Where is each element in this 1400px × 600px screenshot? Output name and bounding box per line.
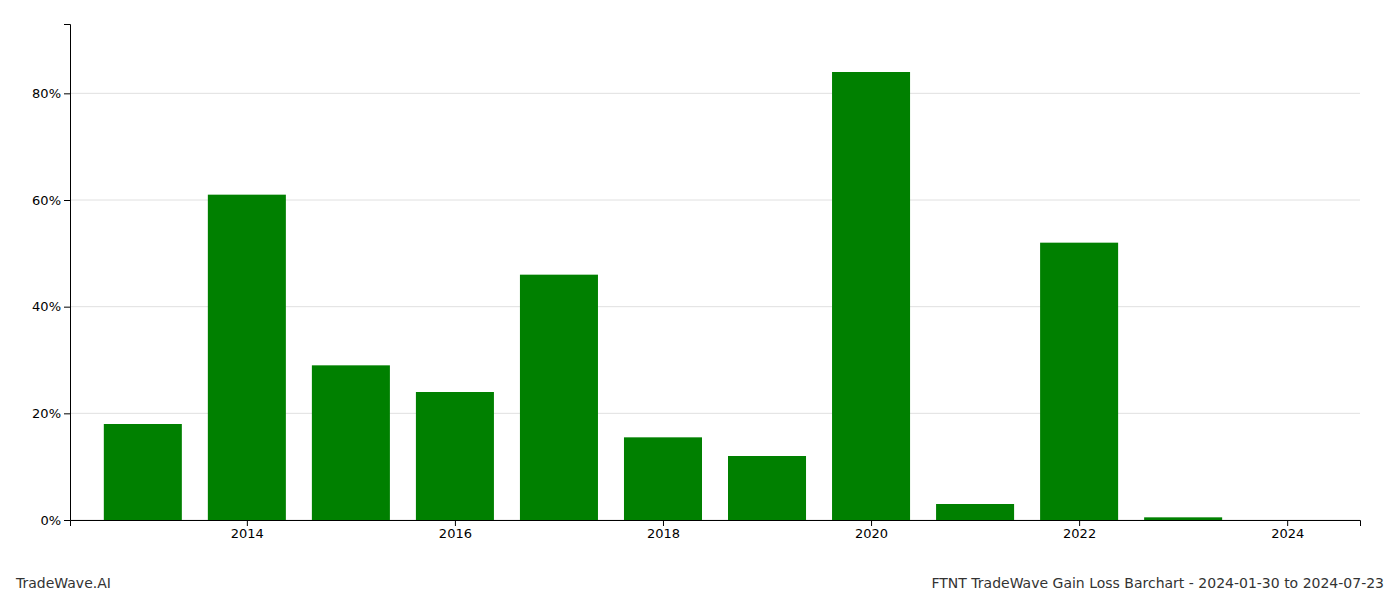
bar [936, 504, 1014, 520]
bar [624, 437, 702, 520]
y-tick: 20% [32, 406, 70, 421]
y-tick: 60% [32, 193, 70, 208]
y-tick-mark [64, 520, 70, 521]
y-tick-label: 0% [40, 513, 61, 528]
x-tick: 2022 [1063, 520, 1096, 541]
x-tick: 2016 [439, 520, 472, 541]
y-axis-line [64, 25, 71, 521]
x-tick-mark [247, 520, 248, 526]
x-tick-label: 2022 [1063, 526, 1096, 541]
bar [104, 424, 182, 520]
x-tick-label: 2014 [231, 526, 264, 541]
grid-line [70, 93, 1360, 94]
x-axis: 2014 2016 2018 2020 2022 2024 [71, 520, 1361, 541]
x-tick: 2024 [1271, 520, 1304, 541]
y-tick: 80% [32, 86, 70, 101]
x-tick-label: 2020 [855, 526, 888, 541]
y-tick-label: 40% [32, 299, 61, 314]
x-tick-mark [1079, 520, 1080, 526]
bar [1040, 243, 1118, 520]
grid [70, 93, 1360, 520]
x-tick-label: 2016 [439, 526, 472, 541]
y-tick: 40% [32, 299, 70, 314]
chart: 2014 2016 2018 2020 2022 2024 0% 20% 40% 60% 80% FT… [0, 0, 1400, 600]
x-tick-mark [871, 520, 872, 526]
bars [104, 72, 1222, 520]
bar [520, 275, 598, 520]
y-tick-label: 20% [32, 406, 61, 421]
plot: 2014 2016 2018 2020 2022 2024 0% 20% 40% 60% 80% [32, 25, 1360, 542]
x-tick-label: 2024 [1271, 526, 1304, 541]
y-tick-mark [64, 307, 70, 308]
bar [1144, 517, 1222, 520]
x-tick: 2020 [855, 520, 888, 541]
x-tick: 2018 [647, 520, 680, 541]
annotation: TradeWave.AI [15, 575, 111, 591]
y-tick-label: 60% [32, 193, 61, 208]
bar [832, 72, 910, 520]
bar [416, 392, 494, 520]
x-tick-mark [1287, 520, 1288, 526]
y-tick: 0% [40, 513, 70, 528]
bar [208, 195, 286, 520]
y-tick-mark [64, 200, 70, 201]
bar [728, 456, 806, 520]
y-tick-mark [64, 413, 70, 414]
bar [312, 365, 390, 520]
x-axis-line [71, 521, 1361, 527]
y-tick-label: 80% [32, 86, 61, 101]
title: FTNT TradeWave Gain Loss Barchart - 2024… [932, 575, 1385, 591]
y-axis: 0% 20% 40% 60% 80% [32, 25, 70, 528]
x-tick-mark [455, 520, 456, 526]
y-tick-mark [64, 93, 70, 94]
x-tick: 2014 [231, 520, 264, 541]
x-tick-label: 2018 [647, 526, 680, 541]
x-tick-mark [663, 520, 664, 526]
